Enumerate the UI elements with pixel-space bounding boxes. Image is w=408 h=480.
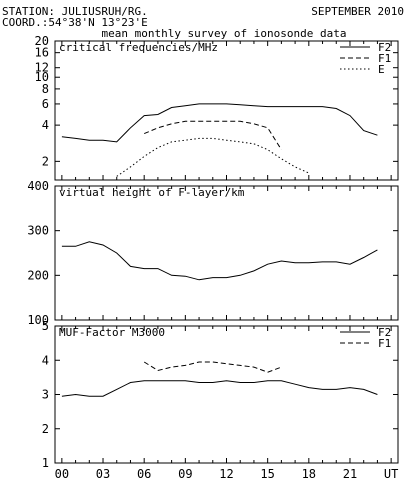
- plot-frame: [54, 185, 399, 321]
- x-tick-label: 18: [302, 467, 316, 480]
- legend-label: F2: [378, 41, 391, 54]
- series-line-e: [116, 137, 310, 177]
- y-tick-label: 400: [27, 179, 49, 193]
- y-tick-label: 16: [35, 46, 49, 60]
- coord-label: COORD.:54°38'N 13°23'E: [2, 16, 148, 29]
- x-tick-label: UT: [384, 467, 398, 480]
- x-tick-label: 15: [260, 467, 274, 480]
- x-tick-label: 03: [96, 467, 110, 480]
- station-label: STATION: JULIUSRUH/RG.: [2, 5, 148, 18]
- series-line-f1: [143, 361, 282, 373]
- y-tick-label: 200: [27, 268, 49, 282]
- panel-2: 100 200 300 400 virtual height of F-layer/km: [27, 179, 399, 327]
- y-tick-label: 100: [27, 313, 49, 327]
- x-tick-label: 12: [219, 467, 233, 480]
- y-tick-label: 20: [35, 34, 49, 48]
- y-tick-label: 12: [35, 61, 49, 75]
- subtitle: mean monthly survey of ionosonde data: [101, 27, 346, 40]
- series-line-f1: [144, 120, 282, 150]
- x-tick-label: 06: [137, 467, 151, 480]
- legend-label: F1: [378, 52, 391, 65]
- y-tick-label: 3: [42, 388, 49, 402]
- x-tick-label: 00: [55, 467, 69, 480]
- panel-title: virtual height of F-layer/km: [59, 186, 245, 199]
- y-tick-label: 300: [27, 224, 49, 238]
- series-line-f2: [61, 103, 378, 143]
- y-tick-label: 4: [42, 118, 49, 132]
- y-tick-label: 1: [42, 456, 49, 470]
- legend-label: F2: [378, 326, 391, 339]
- legend-label: F1: [378, 337, 391, 350]
- y-tick-label: 4: [42, 353, 49, 367]
- series-line-1: [61, 241, 378, 281]
- x-tick-label: 09: [178, 467, 192, 480]
- legend-label: E: [378, 63, 385, 76]
- panel-title: MUF-Factor M3000: [59, 326, 165, 339]
- y-tick-label: 6: [42, 97, 49, 111]
- y-tick-label: 2: [42, 422, 49, 436]
- date-label: SEPTEMBER 2010: [311, 5, 404, 18]
- y-tick-label: 2: [42, 154, 49, 168]
- panel-title: critical frequencies/MHz: [59, 41, 218, 54]
- plot-frame: [54, 40, 399, 181]
- series-line-f2: [61, 380, 378, 397]
- y-tick-label: 8: [42, 82, 49, 96]
- y-tick-label: 5: [42, 319, 49, 333]
- y-tick-label: 10: [35, 70, 49, 84]
- x-tick-label: 21: [343, 467, 357, 480]
